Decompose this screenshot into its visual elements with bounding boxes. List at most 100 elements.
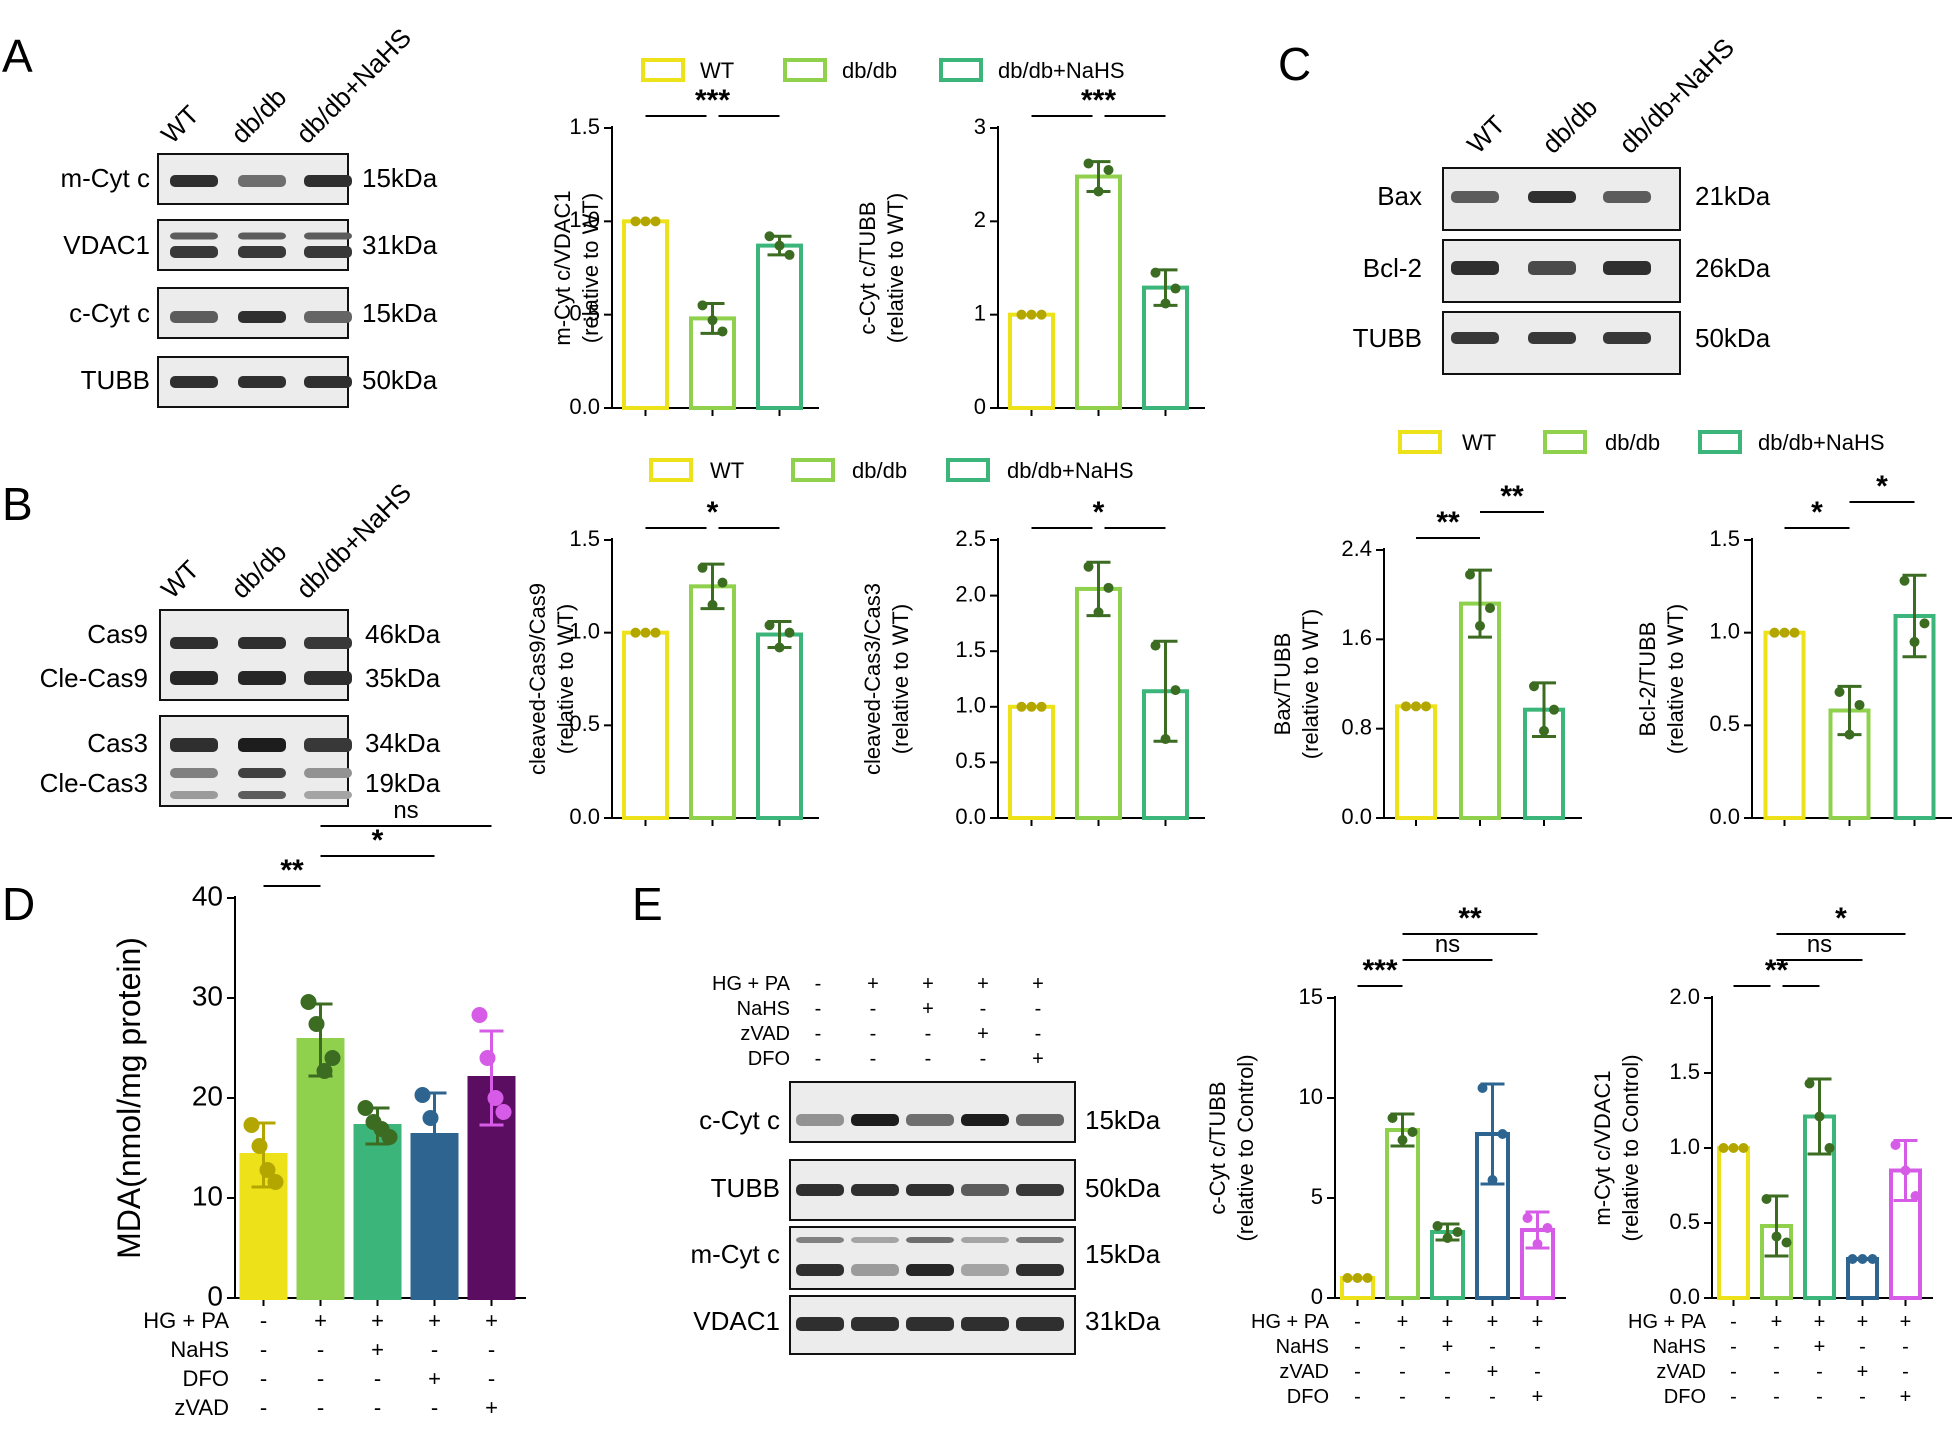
condition-sign: + <box>1397 1311 1409 1333</box>
data-point <box>707 315 718 326</box>
condition-sign: - <box>1902 1361 1909 1383</box>
condition-sign: - <box>431 1395 438 1420</box>
significance-label: ** <box>1500 480 1524 513</box>
blot-band <box>304 768 352 778</box>
condition-sign: - <box>1354 1311 1361 1333</box>
condition-sign: - <box>1399 1361 1406 1383</box>
blot-band <box>906 1184 954 1196</box>
blot-band <box>1528 261 1576 275</box>
blot-band <box>238 791 286 799</box>
blot-band <box>961 1237 1009 1243</box>
data-point <box>1170 283 1181 294</box>
legend-label-nahs: db/db+NaHS <box>1758 430 1885 455</box>
condition-sign: - <box>317 1366 324 1391</box>
condition-sign: + <box>1487 1311 1499 1333</box>
significance-label: ns <box>1435 931 1460 958</box>
significance-label: ** <box>280 854 304 887</box>
bar-wt <box>1008 704 1055 820</box>
lane-label: db/db+NaHS <box>290 22 417 149</box>
blot-band <box>304 637 352 649</box>
data-point <box>1779 627 1790 638</box>
blot-band <box>961 1114 1009 1126</box>
panel-letter-a: A <box>2 30 33 82</box>
legend-swatch-wt <box>649 458 693 482</box>
y-tick-label: 0.5 <box>569 711 600 736</box>
data-point <box>1532 1239 1543 1249</box>
lane-label: db/db <box>1536 92 1603 159</box>
bar-hg-pa-nahs <box>353 1124 402 1300</box>
legend-label-dbdb: db/db <box>842 58 897 83</box>
blot-band <box>170 246 218 258</box>
y-axis-label: (relative to WT) <box>1298 609 1323 759</box>
blot-band <box>906 1264 954 1276</box>
blot-band <box>238 637 286 649</box>
data-point <box>1093 607 1104 618</box>
data-point <box>1834 686 1845 697</box>
blot-band <box>906 1317 954 1331</box>
condition-sign: + <box>1532 1386 1544 1408</box>
condition-label: NaHS <box>170 1337 229 1362</box>
condition-sign: - <box>260 1366 267 1391</box>
blot-kda-label: 31kDa <box>1085 1306 1161 1336</box>
legend-label-nahs: db/db+NaHS <box>998 58 1125 83</box>
blot-band <box>170 768 218 778</box>
condition-sign: - <box>870 1048 877 1070</box>
blot-band <box>304 376 352 388</box>
blot-protein-label: Bax <box>1377 181 1422 211</box>
lane-label: db/db+NaHS <box>1613 32 1740 159</box>
data-point <box>1539 725 1549 736</box>
data-point <box>774 240 785 251</box>
condition-sign: - <box>1859 1386 1866 1408</box>
y-axis-label: Bax/TUBB <box>1270 633 1295 736</box>
significance-label: * <box>372 824 384 857</box>
legend-a: WT db/db db/db+NaHS <box>641 58 1125 83</box>
data-point <box>717 326 728 337</box>
condition-sign: - <box>488 1337 495 1362</box>
legend-label-wt: WT <box>710 458 744 483</box>
blot-protein-label: TUBB <box>81 365 150 395</box>
legend-label-wt: WT <box>700 58 734 83</box>
blot-b-cas3 <box>159 715 352 807</box>
bar-control <box>1717 1146 1750 1300</box>
condition-sign: - <box>1730 1336 1737 1358</box>
data-point <box>1342 1273 1353 1283</box>
y-tick-label: 40 <box>192 880 223 911</box>
data-point <box>1485 603 1495 614</box>
condition-label: NaHS <box>1653 1336 1706 1358</box>
data-point <box>1401 701 1411 712</box>
data-point <box>1487 1175 1498 1185</box>
blot-frame <box>789 1226 1076 1290</box>
y-axis-label: m-Cyt c/VDAC1 <box>550 190 575 345</box>
blot-band <box>304 311 352 323</box>
condition-label: DFO <box>1664 1386 1706 1408</box>
condition-label: HG + PA <box>1251 1311 1330 1333</box>
y-tick-label: 0.0 <box>569 394 600 419</box>
blot-band <box>304 791 352 799</box>
blot-band <box>1528 332 1576 344</box>
blot-protein-label: Cle-Cas3 <box>40 768 148 798</box>
data-point <box>1900 1165 1911 1176</box>
data-point <box>1867 1254 1878 1264</box>
data-point <box>1407 1127 1418 1137</box>
condition-sign: - <box>1730 1361 1737 1383</box>
legend-swatch-wt <box>641 58 685 82</box>
y-tick-label: 2.5 <box>955 526 986 551</box>
condition-sign: + <box>922 973 934 995</box>
condition-sign: - <box>260 1395 267 1420</box>
y-tick-label: 2.0 <box>955 581 986 606</box>
y-tick-label: 20 <box>192 1080 223 1111</box>
blot-band <box>1451 332 1499 344</box>
panel-letter-c: C <box>1278 38 1311 90</box>
blot-band <box>238 738 286 752</box>
condition-sign: + <box>1032 973 1044 995</box>
condition-sign: - <box>925 1023 932 1045</box>
condition-sign: - <box>260 1308 267 1333</box>
panel-letter-e: E <box>632 878 663 930</box>
blot-band <box>1603 261 1651 275</box>
condition-label: zVAD <box>740 1023 790 1045</box>
lane-label: WT <box>1461 109 1511 159</box>
bar-db-db <box>1459 601 1501 820</box>
y-tick-label: 0 <box>974 394 986 419</box>
condition-sign: - <box>1859 1336 1866 1358</box>
